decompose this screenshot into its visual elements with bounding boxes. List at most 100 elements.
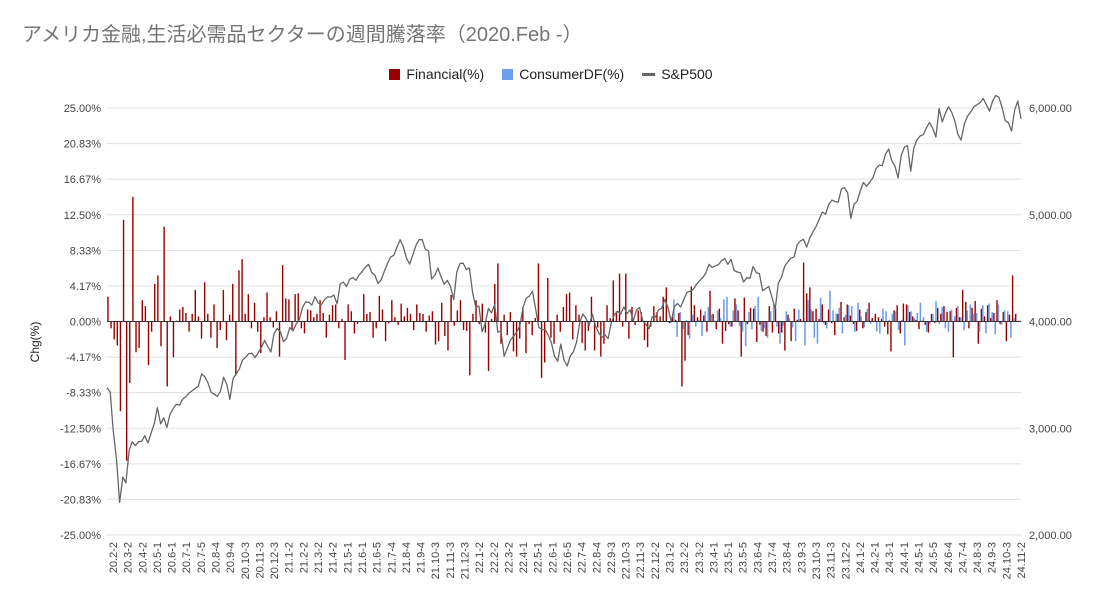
consumer-bar: [988, 303, 990, 322]
financial-bar: [325, 321, 328, 338]
financial-bar: [965, 301, 967, 322]
x-tick-label: 22.3-2: [503, 542, 515, 573]
financial-bar: [902, 303, 905, 322]
financial-bar: [522, 306, 524, 322]
legend-item-consumer: ConsumerDF(%): [502, 66, 624, 82]
y-tick-label: 25.00%: [64, 103, 102, 115]
consumer-bar: [935, 301, 937, 322]
financial-bar: [637, 310, 639, 322]
consumer-bar: [794, 321, 797, 342]
financial-bar: [955, 307, 958, 322]
financial-bar: [534, 318, 537, 322]
consumer-bar: [888, 319, 890, 322]
consumer-bar: [723, 299, 725, 322]
legend-label-financial: Financial(%): [406, 66, 485, 82]
financial-bar: [444, 321, 446, 337]
x-tick-label: 24.6-4: [943, 542, 955, 573]
x-tick-label: 23.1-2: [665, 542, 677, 573]
financial-bar: [147, 321, 150, 366]
financial-bar: [709, 290, 711, 322]
financial-bar: [132, 196, 134, 322]
financial-bar: [696, 317, 699, 322]
financial-bar: [356, 321, 359, 325]
consumer-bar: [844, 314, 847, 322]
financial-bar: [256, 321, 259, 332]
financial-bar: [597, 321, 599, 328]
consumer-bar: [857, 302, 859, 322]
x-tick-label: 22.5-1: [533, 542, 545, 573]
financial-bar: [272, 321, 274, 328]
financial-bar: [752, 308, 755, 322]
y2-tick-label: 3,000.00: [1029, 423, 1072, 435]
x-tick-label: 22.12-2: [650, 542, 662, 579]
financial-bar: [996, 300, 998, 322]
consumer-bar: [766, 321, 769, 338]
financial-bar: [419, 312, 421, 322]
financial-bar: [300, 321, 303, 329]
consumer-bar: [850, 306, 853, 322]
consumer-bar: [785, 311, 788, 322]
financial-bar: [943, 306, 945, 322]
consumer-bar: [776, 321, 778, 327]
financial-bar: [865, 312, 867, 322]
x-tick-label: 23.3-2: [694, 542, 706, 573]
financial-bar: [562, 306, 565, 322]
consumer-bar: [741, 321, 744, 332]
financial-bar: [469, 321, 471, 376]
financial-bar: [135, 321, 137, 353]
legend-label-consumer: ConsumerDF(%): [519, 66, 625, 82]
financial-bar: [412, 321, 415, 331]
x-tick-label: 20.4-2: [137, 542, 149, 573]
x-tick-label: 21.7-4: [386, 542, 398, 573]
consumer-bar: [950, 309, 953, 322]
financial-bar: [375, 321, 377, 329]
financial-bar: [525, 321, 527, 354]
financial-bar: [1005, 321, 1008, 342]
financial-bar: [490, 318, 493, 322]
financial-bar: [1008, 314, 1011, 322]
consumer-bar: [897, 321, 900, 331]
financial-bar: [222, 289, 225, 322]
financial-bar: [334, 304, 337, 322]
x-tick-label: 23.2-2: [679, 542, 691, 573]
financial-bar: [437, 321, 440, 342]
financial-bar: [768, 306, 770, 322]
financial-bar: [250, 321, 253, 329]
financial-bar: [113, 321, 115, 340]
financial-bar: [834, 321, 836, 336]
financial-bar: [646, 321, 649, 348]
x-tick-label: 20.2-2: [108, 542, 120, 573]
financial-bar: [846, 304, 848, 322]
financial-bar: [568, 292, 571, 322]
x-tick-label: 21.6-1: [357, 542, 369, 573]
consumer-bar: [1010, 321, 1012, 338]
financial-bar: [634, 321, 636, 325]
y-axis-title: Chg(%): [28, 322, 42, 363]
x-tick-label: 23.5-1: [723, 542, 735, 573]
financial-bar: [818, 318, 820, 322]
consumer-bar: [676, 321, 678, 337]
financial-bar: [160, 321, 162, 347]
financial-bar: [793, 308, 795, 322]
financial-bar: [182, 306, 184, 322]
consumer-bar: [907, 305, 909, 322]
consumer-bar: [879, 321, 881, 334]
x-tick-label: 21.11-3: [445, 542, 457, 579]
financial-bar: [937, 307, 939, 322]
financial-bar: [643, 321, 646, 341]
financial-bar: [416, 304, 418, 322]
x-tick-label: 23.9-3: [796, 542, 808, 573]
financial-bar: [927, 321, 930, 333]
financial-bar: [484, 321, 487, 333]
consumer-bar: [670, 321, 672, 324]
x-tick-label: 22.1-2: [474, 542, 486, 573]
financial-bar: [877, 317, 880, 322]
consumer-bar: [882, 308, 884, 322]
x-tick-label: 24.1-2: [855, 542, 867, 573]
financial-bar: [481, 303, 483, 322]
x-tick-label: 20.12-3: [269, 542, 281, 579]
consumer-bar: [953, 316, 956, 322]
x-tick-label: 21.5-1: [342, 542, 354, 573]
financial-bar: [671, 316, 674, 322]
consumer-bar: [863, 321, 866, 328]
